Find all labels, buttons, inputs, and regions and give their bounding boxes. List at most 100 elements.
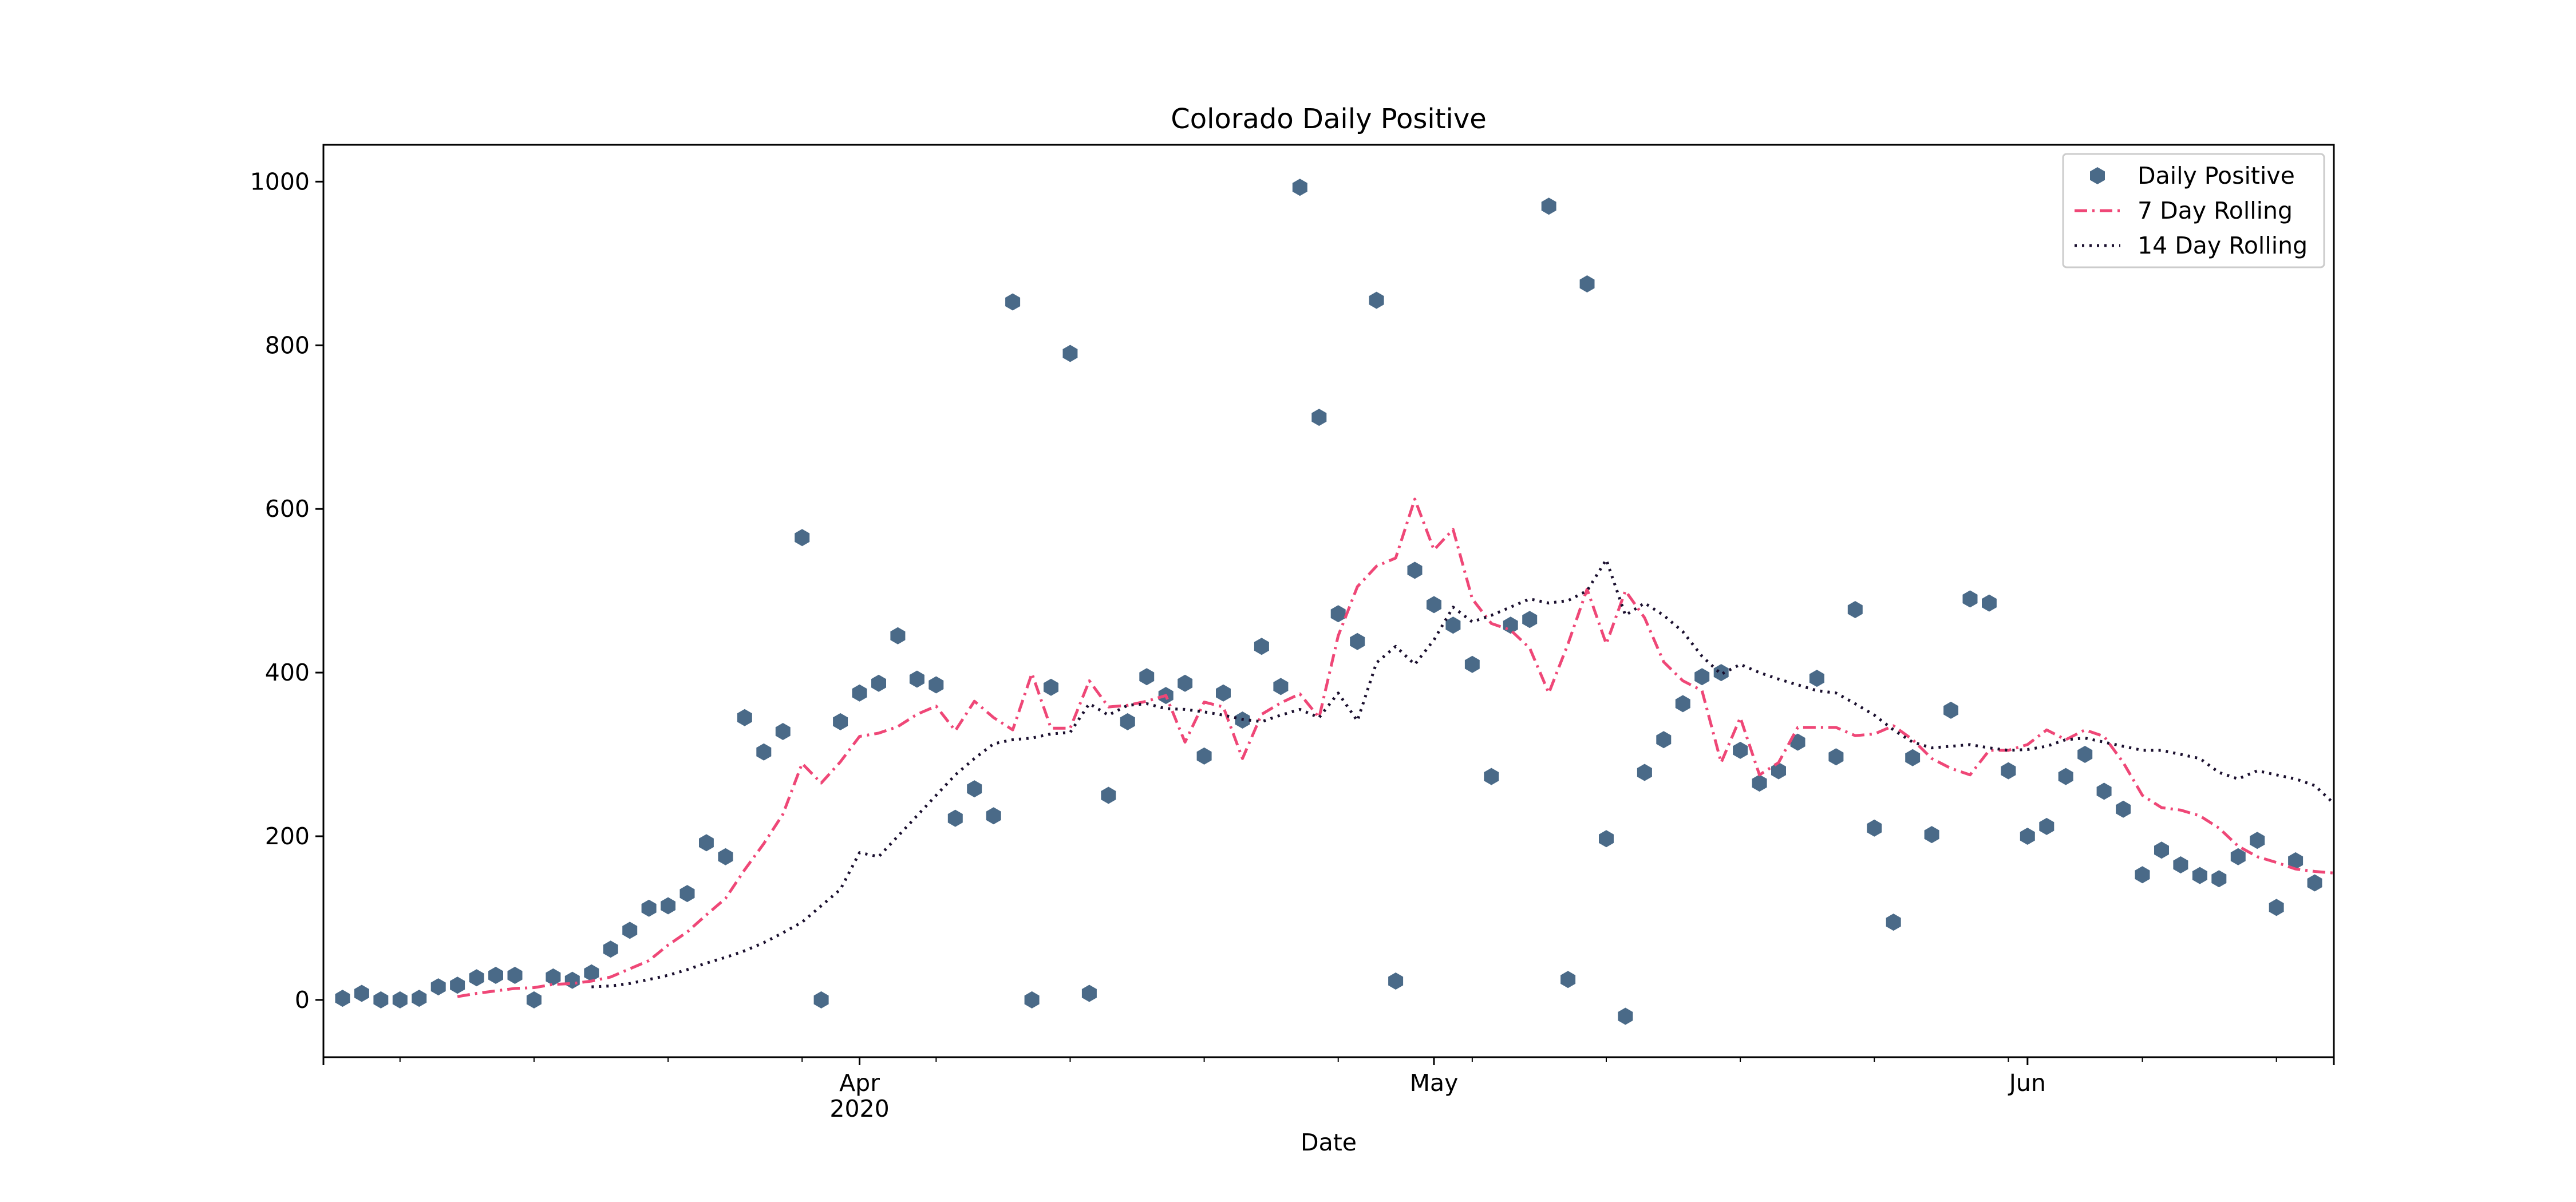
data-point [641, 899, 657, 917]
data-point [1292, 179, 1307, 196]
data-point [1905, 749, 1921, 766]
data-point [2077, 746, 2093, 763]
data-point [2039, 817, 2055, 835]
data-point [1733, 741, 1748, 759]
series-7-day-rolling [457, 497, 2334, 998]
data-point [622, 922, 638, 939]
data-point [1178, 674, 1193, 692]
data-point [1445, 616, 1461, 634]
data-point [1407, 562, 1423, 579]
data-point [1273, 678, 1289, 695]
series-daily-positive [335, 179, 2322, 1025]
data-point [1924, 826, 1939, 844]
data-point [679, 885, 695, 903]
data-point [335, 990, 350, 1007]
data-point [775, 723, 791, 740]
data-point [1599, 830, 1614, 848]
plot-frame [322, 144, 2335, 1058]
data-point [2116, 800, 2131, 818]
data-point [1254, 638, 1269, 655]
data-point [737, 709, 752, 726]
data-point [1369, 291, 1384, 309]
data-point [1790, 733, 1805, 751]
legend-label-14-day-rolling: 14 Day Rolling [2138, 232, 2308, 259]
data-point [1962, 590, 1978, 608]
legend-marker-daily-positive [2090, 167, 2105, 184]
data-point [795, 529, 810, 547]
x-tick-label: Apr [839, 1069, 880, 1097]
legend-label-7-day-rolling: 7 Day Rolling [2138, 197, 2293, 224]
data-point [2269, 899, 2284, 916]
data-point [584, 964, 599, 982]
data-point [1943, 701, 1958, 719]
data-point [967, 780, 982, 798]
data-point [1867, 819, 1882, 837]
data-point [1752, 774, 1767, 792]
data-point [1427, 596, 1441, 614]
y-tick-label: 400 [265, 659, 310, 686]
data-point [1847, 601, 1863, 618]
y-tick-label: 200 [265, 823, 310, 850]
data-point [2135, 866, 2150, 884]
data-point [1541, 197, 1556, 215]
data-point [1216, 684, 1231, 702]
data-point [718, 848, 733, 865]
legend: Daily Positive 7 Day Rolling 14 Day Rollin… [2062, 153, 2325, 268]
data-point [1196, 747, 1212, 765]
data-point [1771, 762, 1786, 780]
y-tick-label: 0 [295, 986, 310, 1014]
data-point [2288, 852, 2304, 869]
data-point [1828, 748, 1844, 766]
data-point [871, 674, 886, 692]
data-point [1044, 678, 1058, 696]
data-point [373, 991, 389, 1009]
data-point [2058, 768, 2073, 785]
legend-label-daily-positive: Daily Positive [2138, 162, 2295, 189]
data-point [1350, 632, 1365, 650]
data-point [2173, 856, 2188, 873]
data-point [1694, 668, 1710, 686]
data-point [1618, 1007, 1633, 1025]
data-point [526, 991, 542, 1009]
data-point [469, 969, 484, 987]
data-point [890, 627, 906, 645]
data-point [1675, 695, 1690, 713]
data-point [1560, 971, 1576, 989]
data-point [507, 967, 523, 984]
series-line-14-day-rolling [591, 558, 2334, 989]
data-point [603, 940, 618, 958]
data-point [2096, 782, 2112, 800]
data-point [813, 991, 829, 1009]
data-point [2020, 828, 2035, 845]
data-point [1388, 972, 1404, 990]
data-point [2211, 870, 2227, 888]
data-point [1579, 275, 1595, 292]
data-point [1139, 668, 1155, 686]
data-point [661, 897, 675, 915]
data-point [1656, 731, 1672, 749]
x-tick-sublabel: 2020 [829, 1095, 889, 1122]
data-point [1637, 764, 1652, 781]
data-point [430, 978, 446, 996]
data-point [947, 809, 963, 827]
data-point [2154, 841, 2169, 859]
data-point [1101, 786, 1116, 804]
series-line-7-day-rolling [457, 497, 2334, 998]
x-axis-label: Date [1301, 1129, 1357, 1156]
data-point [488, 967, 503, 984]
data-point [1503, 616, 1518, 634]
data-point [1809, 670, 1824, 687]
x-tick-label: May [1410, 1069, 1459, 1097]
data-point [2001, 762, 2016, 780]
data-point [2230, 848, 2246, 865]
data-point [2250, 832, 2265, 849]
data-point [756, 743, 772, 761]
series-14-day-rolling [591, 558, 2334, 989]
data-point [1330, 605, 1346, 623]
chart-title: Colorado Daily Positive [1171, 103, 1487, 135]
data-point [392, 991, 408, 1009]
legend-box [2062, 153, 2325, 268]
data-point [833, 713, 848, 730]
